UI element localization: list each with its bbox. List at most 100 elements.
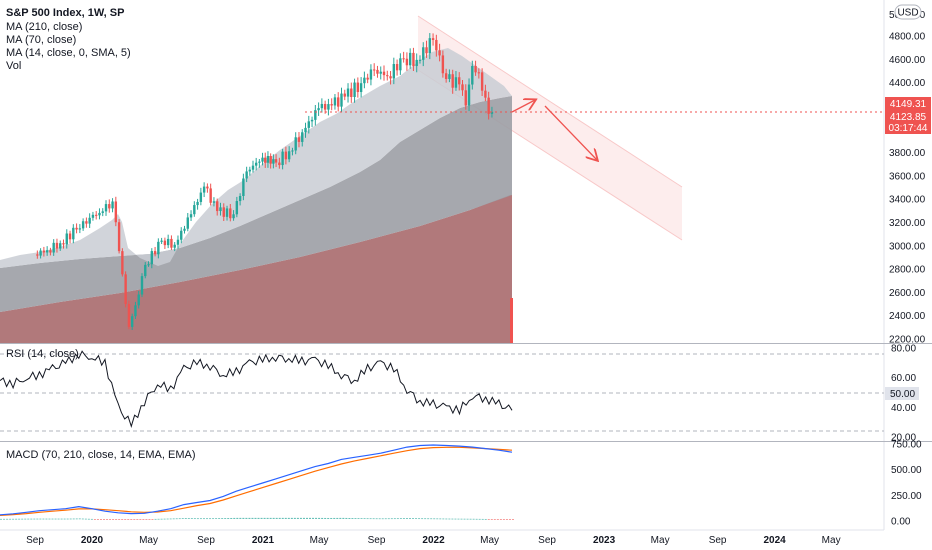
candle-body[interactable] (117, 222, 121, 252)
candle-body[interactable] (101, 211, 104, 213)
candle-body[interactable] (435, 39, 438, 51)
candle-body[interactable] (55, 242, 59, 249)
candle-body[interactable] (386, 75, 389, 77)
candle-body[interactable] (65, 233, 68, 245)
candle-body[interactable] (137, 294, 140, 306)
price-panel[interactable]: 2200.00 2400.00 2600.00 2800.00 3000.00 3200.… (0, 4, 931, 346)
candle-body[interactable] (284, 151, 288, 160)
candle-body[interactable] (248, 169, 252, 172)
candle-body[interactable] (157, 241, 160, 255)
candle-body[interactable] (405, 58, 409, 66)
candle-body[interactable] (278, 162, 281, 166)
candle-body[interactable] (173, 244, 176, 248)
candle-body[interactable] (438, 50, 441, 56)
candle-body[interactable] (206, 186, 209, 189)
candle-body[interactable] (307, 121, 310, 128)
candle-body[interactable] (382, 71, 386, 76)
candle-body[interactable] (343, 93, 346, 97)
candle-body[interactable] (78, 228, 82, 230)
candle-body[interactable] (160, 240, 163, 242)
chart-title[interactable]: S&P 500 Index, 1W, SP (6, 7, 124, 19)
candle-body[interactable] (451, 74, 454, 88)
candle-body[interactable] (258, 161, 261, 163)
arrow-up-projection[interactable] (511, 100, 535, 113)
candle-body[interactable] (130, 316, 134, 327)
study-ma210[interactable]: MA (210, close) (6, 21, 82, 33)
candles[interactable] (36, 33, 494, 330)
candle-body[interactable] (36, 254, 39, 256)
candle-body[interactable] (245, 171, 248, 179)
candle-body[interactable] (464, 90, 467, 106)
rsi-title[interactable]: RSI (14, close) (6, 348, 79, 360)
candle-body[interactable] (431, 38, 435, 40)
candle-body[interactable] (229, 208, 232, 219)
candle-body[interactable] (323, 103, 327, 110)
candle-body[interactable] (108, 204, 111, 209)
candle-body[interactable] (487, 97, 490, 114)
currency-badge[interactable] (894, 4, 922, 20)
candle-body[interactable] (264, 157, 267, 163)
macd-panel[interactable]: MACD (70, 210, close, 14, EMA, EMA) 0.00… (0, 440, 922, 528)
candle-body[interactable] (477, 72, 481, 74)
candle-body[interactable] (39, 250, 42, 256)
candle-body[interactable] (272, 159, 275, 164)
candle-body[interactable] (199, 192, 203, 202)
candle-body[interactable] (330, 104, 333, 106)
candle-body[interactable] (62, 243, 65, 245)
candle-body[interactable] (59, 243, 62, 249)
candle-body[interactable] (98, 212, 101, 216)
candle-body[interactable] (395, 64, 399, 71)
candle-body[interactable] (104, 204, 108, 212)
candle-body[interactable] (153, 251, 157, 255)
candle-body[interactable] (418, 59, 422, 61)
candle-body[interactable] (274, 159, 278, 163)
candle-body[interactable] (359, 83, 363, 93)
candle-body[interactable] (281, 151, 284, 166)
candle-body[interactable] (85, 221, 88, 224)
rsi-panel[interactable]: RSI (14, close) 20.00 40.00 60.00 80.00 50.… (0, 344, 919, 444)
candle-body[interactable] (261, 157, 264, 162)
candle-body[interactable] (134, 305, 137, 317)
candle-body[interactable] (415, 59, 418, 67)
candle-body[interactable] (147, 264, 150, 266)
candle-body[interactable] (269, 156, 272, 164)
candle-body[interactable] (287, 151, 291, 160)
candle-body[interactable] (379, 71, 382, 74)
candle-body[interactable] (389, 76, 392, 79)
candle-body[interactable] (140, 276, 144, 295)
study-ma14[interactable]: MA (14, close, 0, SMA, 5) (6, 47, 131, 59)
candle-body[interactable] (297, 137, 301, 142)
candle-body[interactable] (216, 201, 219, 212)
candle-body[interactable] (441, 55, 445, 74)
candle-body[interactable] (340, 93, 343, 107)
candle-body[interactable] (320, 103, 324, 109)
candle-body[interactable] (180, 230, 183, 240)
candle-body[interactable] (337, 97, 340, 107)
candle-body[interactable] (369, 69, 373, 80)
candle-body[interactable] (183, 228, 186, 231)
candle-body[interactable] (294, 137, 297, 151)
candle-body[interactable] (428, 38, 431, 54)
candle-body[interactable] (88, 217, 91, 224)
candle-body[interactable] (212, 201, 216, 203)
candle-body[interactable] (291, 150, 294, 152)
candle-body[interactable] (317, 108, 320, 111)
candle-body[interactable] (484, 90, 487, 98)
candle-body[interactable] (202, 186, 206, 193)
candle-body[interactable] (254, 162, 258, 166)
candle-body[interactable] (458, 77, 461, 85)
candle-body[interactable] (372, 69, 376, 71)
candle-body[interactable] (127, 304, 131, 327)
candle-body[interactable] (346, 88, 350, 97)
candle-body[interactable] (363, 77, 366, 84)
candle-body[interactable] (196, 201, 199, 206)
candle-body[interactable] (45, 250, 49, 253)
candle-body[interactable] (238, 195, 242, 202)
study-ma70[interactable]: MA (70, close) (6, 34, 76, 46)
candle-body[interactable] (422, 47, 425, 60)
candle-body[interactable] (304, 127, 307, 133)
candle-body[interactable] (474, 65, 477, 73)
candle-body[interactable] (327, 104, 330, 110)
candle-body[interactable] (301, 132, 304, 142)
